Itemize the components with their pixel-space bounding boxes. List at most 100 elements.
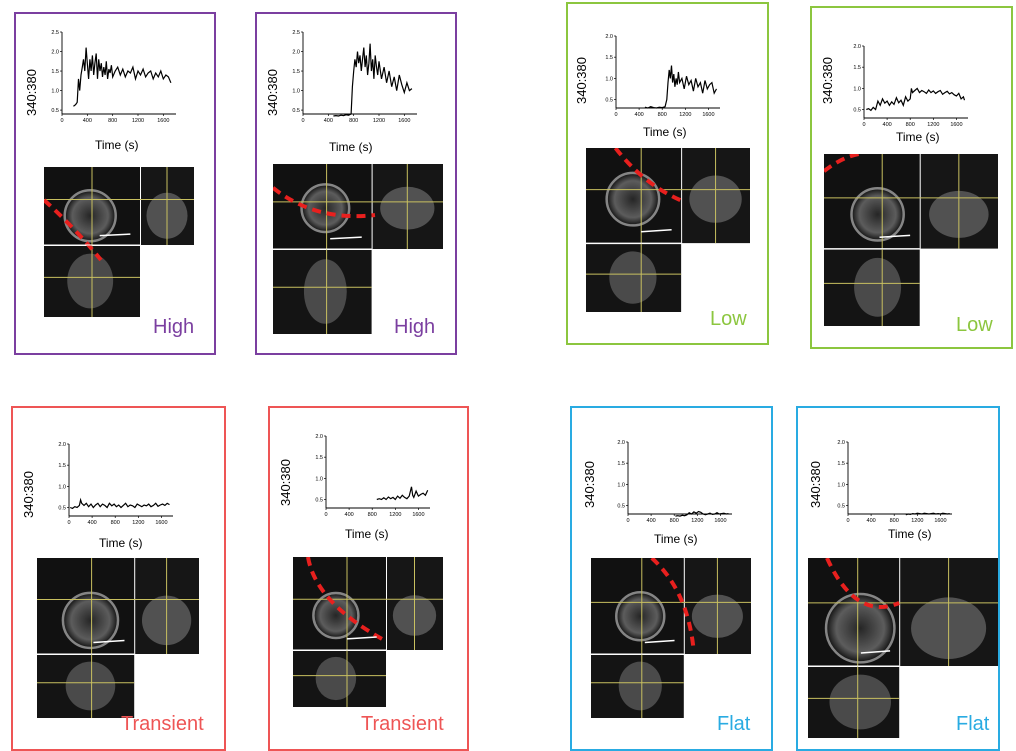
contact-boundary-dashed <box>824 154 860 173</box>
y-tick-label: 2.0 <box>315 434 323 440</box>
category-label: Transient <box>121 713 204 735</box>
x-tick-label: 1200 <box>691 518 703 524</box>
y-tick-label: 1.5 <box>292 69 300 75</box>
x-tick-label: 800 <box>368 512 377 518</box>
x-tick-label: 800 <box>658 112 667 118</box>
y-tick-label: 0.5 <box>837 504 845 510</box>
y-axis-label: 340:380 <box>820 57 835 104</box>
y-tick-label: 1.5 <box>853 65 861 71</box>
x-tick-label: 1600 <box>934 518 946 524</box>
y-tick-label: 1.5 <box>58 463 66 469</box>
line-chart: 0.5 1.0 1.5 2.0 2.5 0 400 800 1200 1600 <box>292 30 417 124</box>
y-tick-label: 2.5 <box>51 30 59 36</box>
x-tick-label: 400 <box>647 518 656 524</box>
y-axis-label: 340:380 <box>21 471 36 518</box>
x-axis-label: Time (s) <box>896 130 940 144</box>
y-tick-label: 0.5 <box>292 108 300 114</box>
scale-bar <box>641 229 672 233</box>
cell-body <box>824 592 896 664</box>
x-axis-label: Time (s) <box>345 527 389 541</box>
x-tick-label: 800 <box>349 118 358 124</box>
x-tick-label: 0 <box>626 518 629 524</box>
contact-boundary-dashed <box>273 186 376 219</box>
y-tick-label: 1.0 <box>58 484 66 490</box>
y-axis-label: 340:380 <box>574 57 589 104</box>
line-chart: 0.5 1.0 1.5 2.0 2.5 0 400 800 1200 1600 <box>51 30 176 124</box>
series-line <box>69 497 170 510</box>
series-line <box>73 47 172 107</box>
y-tick-label: 1.5 <box>837 461 845 467</box>
cell-body <box>605 171 661 227</box>
y-tick-label: 1.0 <box>315 476 323 482</box>
y-axis-label: 340:380 <box>808 461 823 508</box>
panel-transient-2: 340:380 0.5 1.0 1.5 2.0 0 400 800 1200 1600 Time… <box>268 406 469 751</box>
category-label: Flat <box>956 713 990 735</box>
x-tick-label: 1600 <box>412 512 424 518</box>
panel-transient-1: 340:380 0.5 1.0 1.5 2.0 0 400 800 1200 1600 Time… <box>11 406 226 751</box>
x-tick-label: 0 <box>67 520 70 526</box>
x-tick-label: 0 <box>862 122 865 128</box>
scale-bar <box>330 236 362 240</box>
series-line <box>376 486 429 501</box>
x-tick-label: 400 <box>867 518 876 524</box>
y-tick-label: 2.0 <box>51 50 59 56</box>
microscopy-image <box>808 558 998 738</box>
y-tick-label: 1.5 <box>617 461 625 467</box>
y-tick-label: 2.0 <box>292 50 300 56</box>
x-tick-label: 400 <box>83 118 92 124</box>
x-tick-label: 1200 <box>132 520 144 526</box>
x-tick-label: 400 <box>324 118 333 124</box>
series-line <box>866 87 966 112</box>
y-tick-label: 1.5 <box>51 69 59 75</box>
line-chart: 0.5 1.0 1.5 2.0 0 400 800 1200 1600 <box>605 34 720 118</box>
x-tick-label: 400 <box>635 112 644 118</box>
x-axis-label: Time (s) <box>888 527 932 541</box>
panel-flat-2: 340:380 0.5 1.0 1.5 2.0 0 400 800 1200 1600 Time… <box>796 406 1000 751</box>
x-tick-label: 800 <box>108 118 117 124</box>
category-label: Low <box>710 308 747 330</box>
line-chart: 0.5 1.0 1.5 2.0 0 400 800 1200 1600 <box>315 434 430 518</box>
y-tick-label: 0.5 <box>605 98 613 104</box>
y-tick-label: 2.0 <box>617 440 625 446</box>
y-tick-label: 0.5 <box>58 506 66 512</box>
x-tick-label: 800 <box>890 518 899 524</box>
x-tick-label: 800 <box>111 520 120 526</box>
cell-bottom-section <box>618 661 662 711</box>
y-tick-label: 0.5 <box>617 504 625 510</box>
panel-low-2: 340:380 0.5 1.0 1.5 2.0 0 400 800 1200 1600 Time… <box>810 6 1013 349</box>
y-axis-label: 340:380 <box>278 459 293 506</box>
x-tick-label: 0 <box>60 118 63 124</box>
panel-low-1: 340:380 0.5 1.0 1.5 2.0 0 400 800 1200 1600 Time… <box>566 2 769 345</box>
x-tick-label: 1600 <box>155 520 167 526</box>
x-tick-label: 1200 <box>927 122 939 128</box>
y-tick-label: 0.5 <box>853 108 861 114</box>
scale-bar <box>879 234 911 238</box>
x-tick-label: 0 <box>324 512 327 518</box>
y-tick-label: 1.5 <box>605 55 613 61</box>
x-tick-label: 1200 <box>389 512 401 518</box>
y-tick-label: 1.5 <box>315 455 323 461</box>
series-line <box>675 510 729 517</box>
x-tick-label: 0 <box>846 518 849 524</box>
line-chart: 0.5 1.0 1.5 2.0 0 400 800 1200 1600 <box>853 44 968 128</box>
y-tick-label: 2.0 <box>605 34 613 40</box>
y-axis-label: 340:380 <box>265 69 280 116</box>
x-axis-label: Time (s) <box>99 536 143 550</box>
x-tick-label: 0 <box>301 118 304 124</box>
contact-boundary-dashed <box>613 148 682 203</box>
y-tick-label: 1.0 <box>837 482 845 488</box>
x-axis-label: Time (s) <box>95 138 139 152</box>
scale-bar <box>99 233 131 237</box>
y-tick-label: 2.5 <box>292 30 300 36</box>
contact-boundary-dashed <box>650 558 696 648</box>
cell-bottom-section <box>315 656 357 701</box>
x-axis-label: Time (s) <box>643 125 687 139</box>
microscopy-image <box>273 164 443 334</box>
category-label: High <box>153 316 195 338</box>
microscopy-image <box>44 167 194 317</box>
line-chart: 0.5 1.0 1.5 2.0 0 400 800 1200 1600 <box>837 440 952 524</box>
x-tick-label: 1200 <box>911 518 923 524</box>
x-tick-label: 1200 <box>373 118 385 124</box>
cell-body <box>850 187 905 242</box>
x-tick-label: 1200 <box>679 112 691 118</box>
